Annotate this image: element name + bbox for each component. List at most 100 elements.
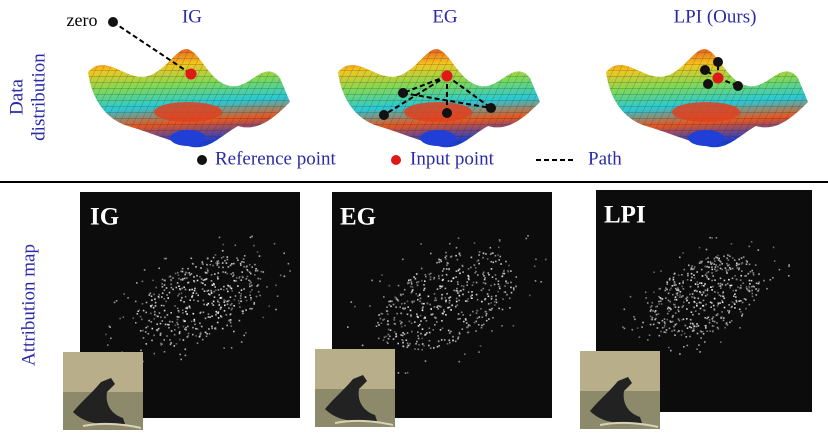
speckle (210, 280, 213, 282)
speckle (690, 267, 693, 269)
speckle (495, 260, 497, 263)
speckle (464, 318, 467, 320)
speckle (704, 265, 706, 268)
speckle (456, 290, 458, 292)
speckle (728, 304, 730, 306)
speckle (246, 269, 249, 271)
speckle (438, 261, 440, 264)
speckle (681, 285, 683, 288)
speckle (467, 298, 469, 300)
speckle (743, 298, 746, 300)
speckle (666, 281, 668, 283)
speckle (401, 334, 404, 337)
speckle (187, 325, 189, 328)
speckle (455, 289, 458, 292)
speckle (170, 330, 173, 332)
speckle (204, 317, 207, 320)
speckle (240, 300, 242, 303)
speckle (213, 283, 215, 286)
speckle (173, 345, 176, 347)
speckle (739, 287, 741, 290)
speckle (192, 326, 194, 329)
speckle (238, 302, 240, 305)
speckle (497, 283, 500, 285)
speckle (227, 290, 229, 293)
speckle (719, 260, 721, 262)
speckle (688, 264, 690, 267)
speckle (674, 334, 676, 336)
speckle (738, 308, 741, 311)
speckle (653, 271, 655, 274)
speckle (407, 344, 409, 347)
speckle (459, 254, 462, 257)
speckle (669, 289, 671, 291)
speckle (181, 287, 183, 290)
speckle (226, 303, 229, 306)
speckle (403, 333, 406, 335)
speckle (166, 323, 169, 326)
speckle (745, 275, 747, 277)
speckle (726, 324, 729, 326)
speckle (462, 288, 465, 291)
speckle (715, 314, 718, 317)
speckle (673, 303, 675, 306)
speckle (448, 302, 451, 304)
speckle (196, 279, 199, 282)
speckle (209, 263, 211, 266)
speckle (478, 316, 481, 318)
speckle (431, 313, 433, 316)
speckle (668, 327, 671, 330)
speckle (712, 320, 714, 322)
speckle (489, 246, 492, 249)
speckle (228, 319, 230, 322)
speckle (433, 293, 436, 295)
speckle (160, 344, 162, 346)
speckle (397, 284, 400, 287)
speckle (471, 284, 474, 286)
legend-marker (197, 155, 207, 165)
speckle (690, 326, 693, 329)
speckle (682, 280, 684, 282)
speckle (230, 308, 233, 311)
speckle (450, 330, 452, 333)
speckle (482, 273, 484, 275)
speckle (533, 265, 536, 268)
speckle (699, 291, 702, 294)
speckle (231, 303, 233, 305)
speckle (237, 259, 239, 261)
speckle (237, 285, 239, 287)
speckle (740, 263, 743, 265)
speckle (218, 294, 220, 296)
speckle (275, 308, 277, 311)
speckle (487, 295, 490, 298)
speckle (249, 294, 251, 297)
map-label: IG (90, 204, 119, 231)
speckle (725, 270, 728, 273)
speckle (758, 273, 760, 275)
row-label: distribution (28, 53, 49, 141)
speckle (657, 321, 659, 324)
speckle (510, 281, 512, 284)
speckle (634, 318, 636, 321)
speckle (719, 285, 722, 287)
speckle (470, 256, 473, 259)
speckle (727, 309, 729, 312)
speckle (645, 297, 647, 299)
speckle (183, 301, 185, 303)
speckle (454, 305, 457, 308)
speckle (176, 321, 178, 324)
speckle (422, 306, 424, 308)
speckle (389, 329, 392, 331)
speckle (395, 298, 398, 300)
speckle (500, 263, 502, 265)
speckle (421, 348, 423, 351)
speckle (686, 299, 688, 302)
speckle (693, 300, 695, 303)
speckle (242, 258, 245, 260)
speckle (438, 277, 440, 280)
speckle (735, 289, 737, 292)
speckle (481, 316, 484, 318)
speckle (487, 272, 489, 274)
speckle (455, 270, 458, 272)
speckle (181, 270, 184, 273)
